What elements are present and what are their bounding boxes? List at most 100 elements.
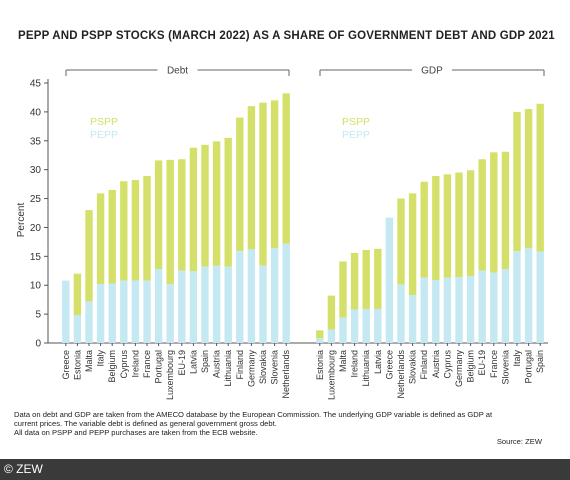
bar-pspp <box>536 103 544 252</box>
bar-pepp <box>189 271 198 343</box>
panel-label: Debt <box>167 66 188 77</box>
note-line-1: Data on debt and GDP are taken from the … <box>14 410 493 419</box>
legend-pepp: PEPP <box>342 129 370 141</box>
bar-pspp <box>316 330 324 339</box>
legend-pspp: PSPP <box>342 116 370 128</box>
y-tick-label: 35 <box>30 136 42 147</box>
bar-pspp <box>166 159 174 285</box>
bar-pepp <box>524 248 533 343</box>
bar-pspp <box>96 193 105 285</box>
bar-pepp <box>362 308 370 343</box>
panel-label: GDP <box>421 66 443 77</box>
bar-pspp <box>362 249 370 309</box>
bar-pspp <box>350 252 359 310</box>
y-tick-label: 40 <box>30 107 42 118</box>
x-tick-label: Malta <box>84 350 94 372</box>
x-tick-label: Slovakia <box>408 350 418 384</box>
bar-pepp <box>397 284 405 343</box>
bar-pspp <box>466 170 475 276</box>
x-tick-label: Lithuania <box>361 350 371 387</box>
bar-pspp <box>178 159 186 271</box>
bar-pepp <box>443 277 452 343</box>
bar-pepp <box>96 284 105 343</box>
bar-pepp <box>154 269 163 343</box>
x-tick-label: Ireland <box>350 350 360 378</box>
bar-pspp <box>212 141 221 266</box>
bar-pspp <box>85 210 93 302</box>
x-tick-label: EU-19 <box>177 350 187 376</box>
bar-pspp <box>282 93 290 244</box>
x-tick-label: France <box>142 350 152 378</box>
x-tick-label: Malta <box>338 350 348 372</box>
x-tick-label: Portugal <box>154 350 164 384</box>
bar-pepp <box>316 338 324 343</box>
bar-pepp <box>108 283 116 343</box>
y-axis-label: Percent <box>16 203 27 238</box>
note-line-2: current prices. The variable debt is def… <box>14 419 277 428</box>
bar-pspp <box>108 189 116 284</box>
bar-pspp <box>524 109 533 249</box>
bar-pepp <box>408 295 417 343</box>
bar-pepp <box>224 266 232 343</box>
bar-pspp <box>143 176 151 281</box>
x-tick-label: Slovenia <box>500 350 510 385</box>
copyright-text: © ZEW <box>4 462 43 476</box>
bar-pspp <box>73 273 82 316</box>
x-tick-label: Finland <box>419 350 429 380</box>
bar-pspp <box>131 180 140 281</box>
x-tick-label: Portugal <box>524 350 534 384</box>
bar-pepp <box>455 277 463 343</box>
y-tick-label: 15 <box>30 252 42 263</box>
chart-title: PEPP AND PSPP STOCKS (MARCH 2022) AS A S… <box>18 30 555 42</box>
bar-pepp <box>282 243 290 343</box>
copyright-footer: © ZEW <box>0 459 570 480</box>
bar-pspp <box>327 295 336 330</box>
bar-pepp <box>513 251 521 343</box>
y-tick-label: 10 <box>30 281 42 292</box>
x-tick-label: Finland <box>235 350 245 380</box>
bar-pepp <box>247 249 256 343</box>
x-tick-label: Italy <box>512 350 522 367</box>
bar-pspp <box>478 159 486 271</box>
x-tick-label: Germany <box>454 350 464 388</box>
x-tick-label: Luxembourg <box>165 350 175 400</box>
bar-pspp <box>270 100 279 249</box>
x-tick-label: Latvia <box>373 350 383 374</box>
bar-pepp <box>166 284 174 343</box>
x-tick-label: Cyprus <box>442 350 452 379</box>
bar-pepp <box>327 329 336 343</box>
x-tick-label: Ireland <box>130 350 140 378</box>
bar-pepp <box>490 272 498 343</box>
bar-pspp <box>120 181 128 281</box>
bar-pspp <box>201 144 209 267</box>
note-line-3: All data on PSPP and PEPP purchases are … <box>14 428 258 437</box>
bar-pepp <box>143 280 151 343</box>
bar-pepp <box>478 270 486 343</box>
x-tick-label: Spain <box>535 350 545 373</box>
bar-pepp <box>339 317 347 343</box>
bar-pspp <box>247 106 256 250</box>
bar-pspp <box>189 147 198 272</box>
bar-pspp <box>408 193 417 296</box>
legend-pepp: PEPP <box>90 129 118 141</box>
x-tick-label: Greece <box>61 350 71 380</box>
bar-pepp <box>350 309 359 343</box>
x-tick-label: Luxembourg <box>326 350 336 400</box>
bar-pspp <box>259 102 267 266</box>
bar-pepp <box>536 251 544 343</box>
bar-pspp <box>501 151 510 270</box>
x-tick-label: Netherlands <box>396 350 406 399</box>
bar-pspp <box>420 181 428 278</box>
x-tick-label: EU-19 <box>477 350 487 376</box>
x-tick-label: Spain <box>200 350 210 373</box>
bar-pepp <box>420 277 428 343</box>
bar-pepp <box>62 280 70 343</box>
bar-pepp <box>270 248 279 343</box>
x-tick-label: Lithuania <box>223 350 233 387</box>
bar-pspp <box>236 117 244 252</box>
x-tick-label: Slovakia <box>258 350 268 384</box>
bar-pepp <box>374 308 382 343</box>
bar-pspp <box>224 137 232 267</box>
x-tick-label: Germany <box>246 350 256 388</box>
y-tick-label: 45 <box>30 79 42 90</box>
